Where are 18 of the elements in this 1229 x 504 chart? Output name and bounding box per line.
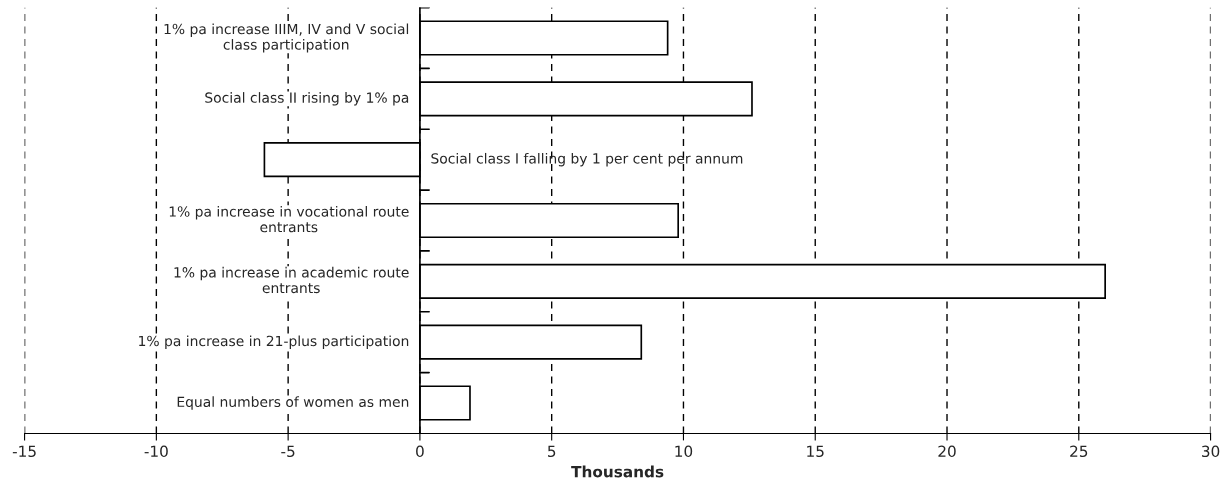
x-axis-title: Thousands (571, 465, 664, 478)
x-tick-label: 10 (675, 445, 693, 458)
x-tick-label: -10 (144, 445, 168, 458)
y-tick-label: Social class II rising by 1% pa (205, 92, 409, 106)
x-tick-label: 5 (548, 445, 556, 458)
y-tick-label: 1% pa increase in 21-plus participation (139, 335, 409, 349)
x-tick-label: 20 (938, 445, 956, 458)
y-tick-label: 1% pa increase in vocational route entrants (169, 206, 409, 233)
x-tick-label: 0 (416, 445, 424, 458)
x-tick-label: 25 (1070, 445, 1088, 458)
x-tick-label: 15 (807, 445, 824, 458)
x-tick-label: -5 (281, 445, 295, 458)
x-tick-label: -15 (12, 445, 36, 458)
y-tick-label: 1% pa increase IIIM, IV and V social class participation (164, 23, 409, 53)
y-tick-label: Social class I falling by 1 per cent per annum (431, 152, 743, 167)
x-tick-label: 30 (1202, 445, 1220, 458)
y-tick-label: 1% pa increase in academic route entrants (174, 266, 409, 294)
y-tick-label: Equal numbers of women as men (177, 396, 409, 410)
